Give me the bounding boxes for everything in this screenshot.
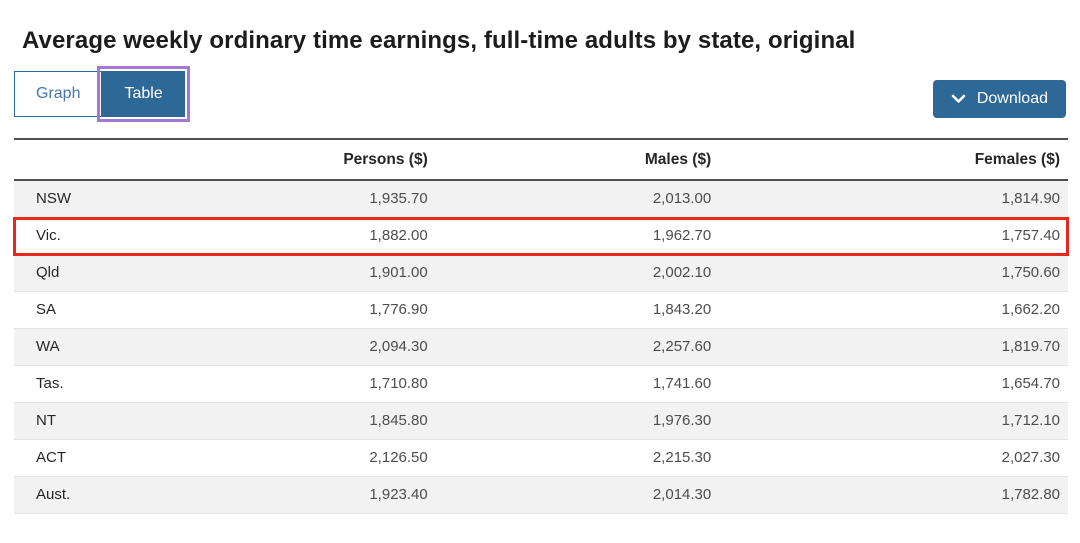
table-row: ACT 2,126.50 2,215.30 2,027.30 [14,439,1068,477]
males-cell: 2,014.30 [435,476,720,514]
state-cell: Aust. [14,476,90,514]
earnings-table: Persons ($) Males ($) Females ($) NSW 1,… [13,138,1069,514]
table-row: Aust. 1,923.40 2,014.30 1,782.80 [14,476,1068,514]
view-toggle: Graph Table [14,66,190,122]
females-cell: 1,757.40 [719,217,1068,255]
males-cell: 1,976.30 [435,402,720,440]
persons-cell: 2,126.50 [90,439,436,477]
males-cell: 1,741.60 [435,365,720,403]
table-row: Qld 1,901.00 2,002.10 1,750.60 [14,254,1068,292]
persons-cell: 2,094.30 [90,328,436,366]
download-button-label: Download [976,90,1048,107]
state-cell: WA [14,328,90,366]
persons-cell: 1,710.80 [90,365,436,403]
table-row: Tas. 1,710.80 1,741.60 1,654.70 [14,365,1068,403]
table-tab-button[interactable]: Table [97,66,190,122]
females-cell: 1,819.70 [719,328,1068,366]
persons-cell: 1,776.90 [90,291,436,329]
table-row: NT 1,845.80 1,976.30 1,712.10 [14,402,1068,440]
download-button[interactable]: Download [932,80,1066,118]
state-cell: NSW [14,180,90,218]
graph-tab-button[interactable]: Graph [14,71,103,117]
state-cell: NT [14,402,90,440]
table-body: NSW 1,935.70 2,013.00 1,814.90 Vic. 1,88… [13,180,1069,514]
column-header-persons: Persons ($) [90,139,436,181]
persons-cell: 1,845.80 [90,402,436,440]
page-title: Average weekly ordinary time earnings, f… [22,27,856,54]
toolbar: Graph Table Download [14,66,1066,122]
persons-cell: 1,882.00 [90,217,436,255]
state-cell: Qld [14,254,90,292]
column-header-state [14,139,90,181]
table-header-row: Persons ($) Males ($) Females ($) [14,139,1068,181]
males-cell: 2,215.30 [435,439,720,477]
females-cell: 1,662.20 [719,291,1068,329]
males-cell: 2,013.00 [435,180,720,218]
column-header-males: Males ($) [435,139,720,181]
females-cell: 1,814.90 [719,180,1068,218]
column-header-females: Females ($) [719,139,1068,181]
table-header: Persons ($) Males ($) Females ($) [14,139,1068,181]
state-cell: Vic. [14,217,90,255]
state-cell: ACT [14,439,90,477]
table-row: Vic. 1,882.00 1,962.70 1,757.40 [13,216,1069,256]
males-cell: 2,257.60 [435,328,720,366]
table-row: WA 2,094.30 2,257.60 1,819.70 [14,328,1068,366]
males-cell: 2,002.10 [435,254,720,292]
males-cell: 1,962.70 [435,217,720,255]
chevron-down-icon [951,94,966,104]
females-cell: 2,027.30 [719,439,1068,477]
females-cell: 1,712.10 [719,402,1068,440]
females-cell: 1,654.70 [719,365,1068,403]
females-cell: 1,750.60 [719,254,1068,292]
persons-cell: 1,901.00 [90,254,436,292]
persons-cell: 1,923.40 [90,476,436,514]
persons-cell: 1,935.70 [90,180,436,218]
females-cell: 1,782.80 [719,476,1068,514]
table-row: NSW 1,935.70 2,013.00 1,814.90 [14,180,1068,218]
table-row: SA 1,776.90 1,843.20 1,662.20 [14,291,1068,329]
males-cell: 1,843.20 [435,291,720,329]
state-cell: Tas. [14,365,90,403]
state-cell: SA [14,291,90,329]
